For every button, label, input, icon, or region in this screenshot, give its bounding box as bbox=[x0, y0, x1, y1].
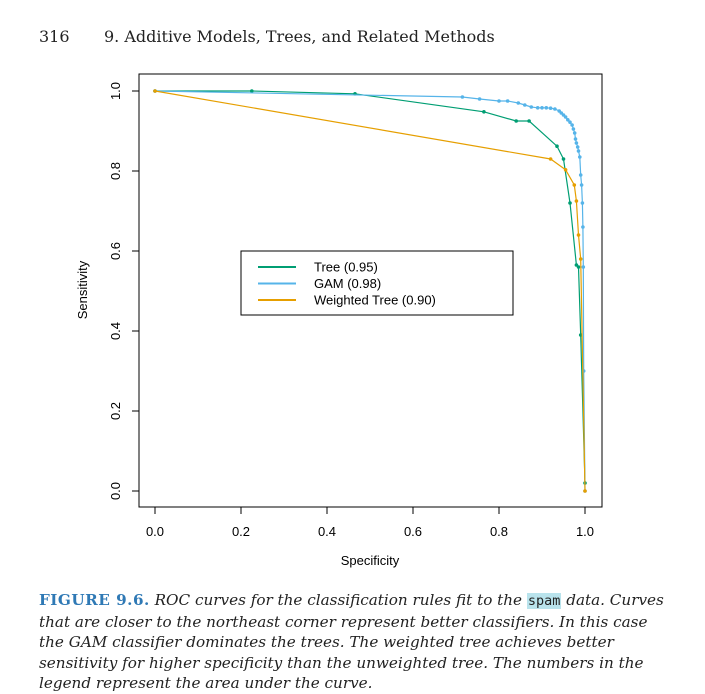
y-tick-label: 1.0 bbox=[108, 82, 123, 100]
x-axis: 0.0 0.2 0.4 0.6 0.8 1.0 bbox=[146, 506, 594, 539]
data-point bbox=[574, 199, 579, 203]
data-point bbox=[514, 119, 518, 123]
caption-code: spam bbox=[526, 593, 562, 609]
x-tick-label: 0.8 bbox=[490, 524, 508, 539]
data-point bbox=[540, 106, 544, 110]
y-tick-label: 0.0 bbox=[108, 482, 123, 500]
data-point bbox=[578, 155, 582, 159]
figure-label: FIGURE 9.6. bbox=[39, 591, 150, 609]
data-point bbox=[460, 95, 465, 99]
data-point bbox=[576, 149, 581, 153]
series-0 bbox=[153, 89, 587, 485]
data-point bbox=[527, 119, 531, 123]
data-point bbox=[548, 106, 553, 110]
data-point bbox=[573, 137, 578, 141]
data-point bbox=[578, 173, 583, 177]
data-point bbox=[529, 105, 534, 109]
caption-text-1: ROC curves for the classification rules … bbox=[154, 591, 523, 609]
data-point bbox=[566, 118, 570, 122]
data-point bbox=[561, 157, 566, 161]
data-point bbox=[482, 110, 486, 114]
data-point bbox=[497, 99, 501, 103]
data-point bbox=[516, 101, 521, 105]
chapter-title: 9. Additive Models, Trees, and Related M… bbox=[104, 27, 495, 46]
page-number: 316 bbox=[39, 27, 70, 46]
roc-chart: 0.0 0.2 0.4 0.6 0.8 1.0 0.0 0.2 0.4 0.6 0.8 1.0 Sp… bbox=[75, 73, 603, 568]
legend-label: GAM (0.98) bbox=[314, 276, 381, 291]
y-tick-label: 0.4 bbox=[108, 322, 123, 340]
x-axis-label: Specificity bbox=[341, 553, 400, 568]
data-point bbox=[571, 127, 576, 131]
data-point bbox=[568, 201, 572, 205]
legend: Tree (0.95)GAM (0.98) Weighted Tree (0.90… bbox=[240, 250, 514, 316]
y-tick-label: 0.6 bbox=[108, 242, 123, 260]
data-point bbox=[578, 257, 583, 261]
y-axis: 0.0 0.2 0.4 0.6 0.8 1.0 bbox=[108, 82, 140, 500]
page-header: 316 9. Additive Models, Trees, and Relat… bbox=[39, 27, 495, 46]
figure-caption: FIGURE 9.6. ROC curves for the classific… bbox=[39, 590, 669, 694]
data-point bbox=[576, 265, 581, 269]
data-point bbox=[523, 103, 527, 107]
legend-label: Weighted Tree (0.90) bbox=[314, 293, 436, 308]
data-point bbox=[153, 89, 157, 93]
data-point bbox=[580, 201, 585, 205]
data-point bbox=[572, 183, 577, 187]
series-line bbox=[154, 90, 586, 492]
y-tick-label: 0.8 bbox=[108, 162, 123, 180]
series-2 bbox=[153, 89, 587, 493]
data-point bbox=[576, 233, 581, 237]
data-point bbox=[535, 106, 540, 110]
legend-label: Tree (0.95) bbox=[314, 260, 378, 275]
x-tick-label: 0.6 bbox=[404, 524, 422, 539]
data-point bbox=[574, 141, 579, 145]
data-point bbox=[581, 265, 586, 269]
legend-items: Tree (0.95)GAM (0.98) Weighted Tree (0.90… bbox=[258, 260, 436, 308]
x-tick-label: 1.0 bbox=[576, 524, 594, 539]
data-point bbox=[548, 157, 553, 161]
data-point bbox=[579, 183, 584, 187]
data-point bbox=[544, 106, 549, 110]
data-point bbox=[477, 97, 482, 101]
data-point bbox=[575, 145, 580, 149]
data-point bbox=[570, 123, 574, 127]
y-axis-label: Sensitivity bbox=[75, 260, 90, 319]
roc-curves bbox=[153, 89, 587, 493]
data-point bbox=[581, 225, 585, 229]
y-tick-label: 0.2 bbox=[108, 402, 123, 420]
x-tick-label: 0.2 bbox=[232, 524, 250, 539]
data-point bbox=[555, 144, 559, 148]
data-point bbox=[505, 99, 510, 103]
data-point bbox=[583, 489, 587, 493]
data-point bbox=[563, 115, 568, 119]
data-point bbox=[568, 120, 572, 124]
data-point bbox=[563, 168, 568, 172]
x-tick-label: 0.4 bbox=[318, 524, 336, 539]
data-point bbox=[250, 89, 254, 93]
data-point bbox=[572, 131, 577, 135]
x-tick-label: 0.0 bbox=[146, 524, 164, 539]
data-point bbox=[553, 107, 557, 111]
